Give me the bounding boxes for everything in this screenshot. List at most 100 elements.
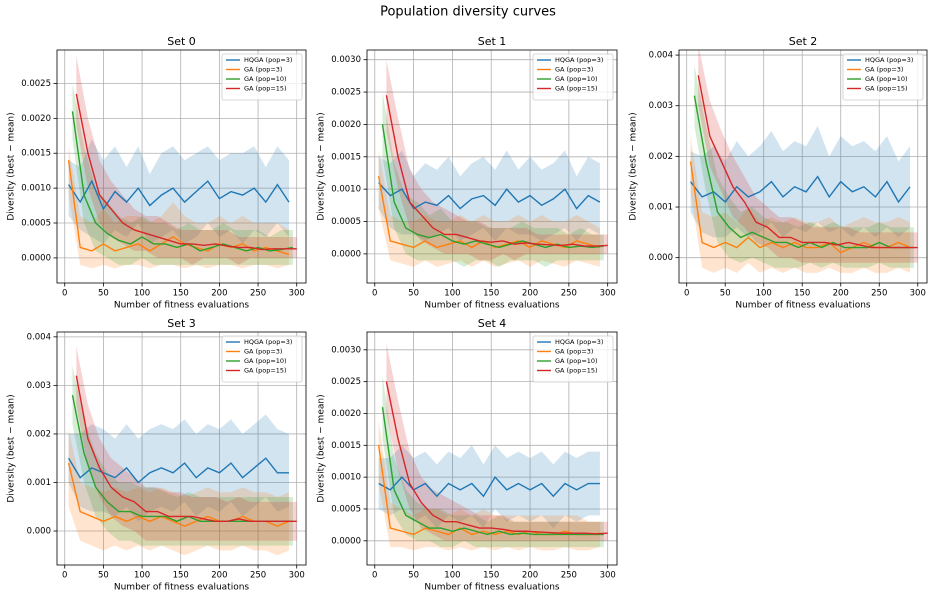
plot-area (67, 55, 297, 269)
legend: HQGA (pop=3) GA (pop=3)GA (pop=10) GA (pop… (842, 53, 924, 101)
legend-label: GA (pop=3) (555, 66, 593, 74)
x-tick-label: 50 (720, 289, 731, 299)
x-tick-label: 50 (408, 571, 419, 581)
y-tick-label: 0.0030 (331, 55, 361, 65)
subplot-title: Set 4 (478, 317, 507, 330)
x-tick-label: 200 (833, 289, 849, 299)
x-tick-label: 0 (62, 289, 67, 299)
legend-label: GA (pop=10) (555, 357, 598, 365)
y-axis-label: Diversity (best − mean) (7, 394, 17, 502)
series-line (75, 375, 297, 523)
x-tick-label: 250 (250, 289, 266, 299)
band (690, 136, 911, 273)
plot-area (377, 343, 608, 551)
series-line (697, 75, 918, 249)
plot-area (689, 50, 918, 273)
y-tick-label: 0.0005 (21, 219, 51, 229)
legend-label: GA (pop=15) (244, 85, 287, 93)
x-tick-label: 50 (98, 289, 109, 299)
y-tick-label: 0.001 (649, 203, 673, 213)
subplot: 0 50 100 150 200 250 300 0.0000 0.0005 0.0010 0.00… (7, 35, 307, 311)
axes-frame (366, 49, 618, 284)
series-line (377, 445, 600, 536)
band (382, 375, 604, 548)
legend-box (532, 335, 614, 383)
band (690, 125, 911, 238)
subplot-title: Set 3 (167, 317, 196, 330)
legend: HQGA (pop=3) GA (pop=3)GA (pop=10) GA (pop… (532, 53, 614, 101)
axes-frame (366, 331, 618, 566)
band (386, 59, 608, 261)
y-tick-label: 0.001 (27, 478, 51, 488)
y-tick-label: 0.0010 (331, 185, 361, 195)
x-tick-label: 0 (372, 571, 377, 581)
x-tick-label: 150 (173, 289, 189, 299)
y-tick-label: 0.002 (649, 152, 673, 162)
legend-label: GA (pop=3) (555, 348, 593, 356)
subplot-title: Set 2 (789, 35, 818, 48)
legend: HQGA (pop=3) GA (pop=3)GA (pop=10) GA (pop… (221, 53, 303, 101)
band (382, 92, 604, 267)
x-tick-label: 100 (756, 289, 772, 299)
x-axis-label: Number of fitness evaluations (735, 301, 871, 311)
x-tick-label: 250 (561, 571, 577, 581)
legend-box (221, 53, 303, 101)
x-tick-label: 50 (408, 289, 419, 299)
band (72, 365, 293, 546)
legend-label: HQGA (pop=3) (555, 56, 603, 64)
x-tick-label: 150 (483, 571, 499, 581)
series-line (67, 457, 289, 484)
y-tick-label: 0.0020 (331, 409, 361, 419)
band (378, 419, 600, 551)
x-tick-label: 300 (600, 289, 616, 299)
legend-box (842, 53, 924, 101)
legend-label: HQGA (pop=3) (244, 56, 292, 64)
x-tick-label: 200 (211, 289, 227, 299)
x-tick-label: 100 (134, 571, 150, 581)
series-line (689, 161, 911, 254)
y-tick-label: 0.0000 (331, 536, 361, 546)
subplot: 0 50 100 150 200 250 300 0.0000 0.0005 0.0010 0.00… (317, 35, 618, 311)
x-axis-label: Number of fitness evaluations (424, 301, 560, 311)
plot-area (67, 346, 297, 556)
y-tick-label: 0.0000 (21, 253, 51, 263)
x-tick-label: 250 (871, 289, 887, 299)
series-line (381, 124, 604, 249)
series-line (385, 95, 608, 247)
legend-label: GA (pop=3) (244, 348, 282, 356)
legend-box (532, 53, 614, 101)
y-tick-label: 0.0015 (331, 152, 361, 162)
band (698, 50, 918, 263)
series-line (378, 475, 600, 498)
series-line (68, 179, 290, 211)
x-tick-label: 100 (134, 289, 150, 299)
legend-label: GA (pop=10) (244, 357, 287, 365)
legend-label: GA (pop=15) (865, 85, 908, 93)
y-tick-label: 0.004 (649, 51, 673, 61)
y-tick-label: 0.0030 (331, 345, 361, 355)
x-tick-label: 0 (684, 289, 689, 299)
subplot: 0 50 100 150 200 250 300 0.000 0.001 0.002 0.003 0.… (629, 35, 928, 311)
band (68, 139, 289, 244)
legend-label: GA (pop=15) (244, 367, 287, 375)
legend-label: GA (pop=10) (244, 75, 287, 83)
y-tick-label: 0.003 (649, 101, 673, 111)
y-tick-label: 0.0010 (21, 184, 51, 194)
series-line (381, 407, 604, 536)
x-tick-label: 50 (98, 571, 109, 581)
y-axis-label: Diversity (best − mean) (629, 112, 639, 220)
legend-label: HQGA (pop=3) (555, 338, 603, 346)
band (378, 150, 600, 241)
x-tick-label: 0 (62, 571, 67, 581)
x-tick-label: 300 (910, 289, 926, 299)
axes-frame (56, 331, 307, 566)
x-tick-label: 150 (173, 571, 189, 581)
y-tick-label: 0.0000 (331, 249, 361, 259)
x-tick-label: 300 (600, 571, 616, 581)
legend: HQGA (pop=3) GA (pop=3)GA (pop=10) GA (pop… (532, 335, 614, 383)
y-tick-label: 0.0025 (21, 79, 51, 89)
band (72, 83, 293, 265)
y-tick-label: 0.0025 (331, 88, 361, 98)
x-tick-label: 150 (794, 289, 810, 299)
series-line (693, 95, 914, 249)
